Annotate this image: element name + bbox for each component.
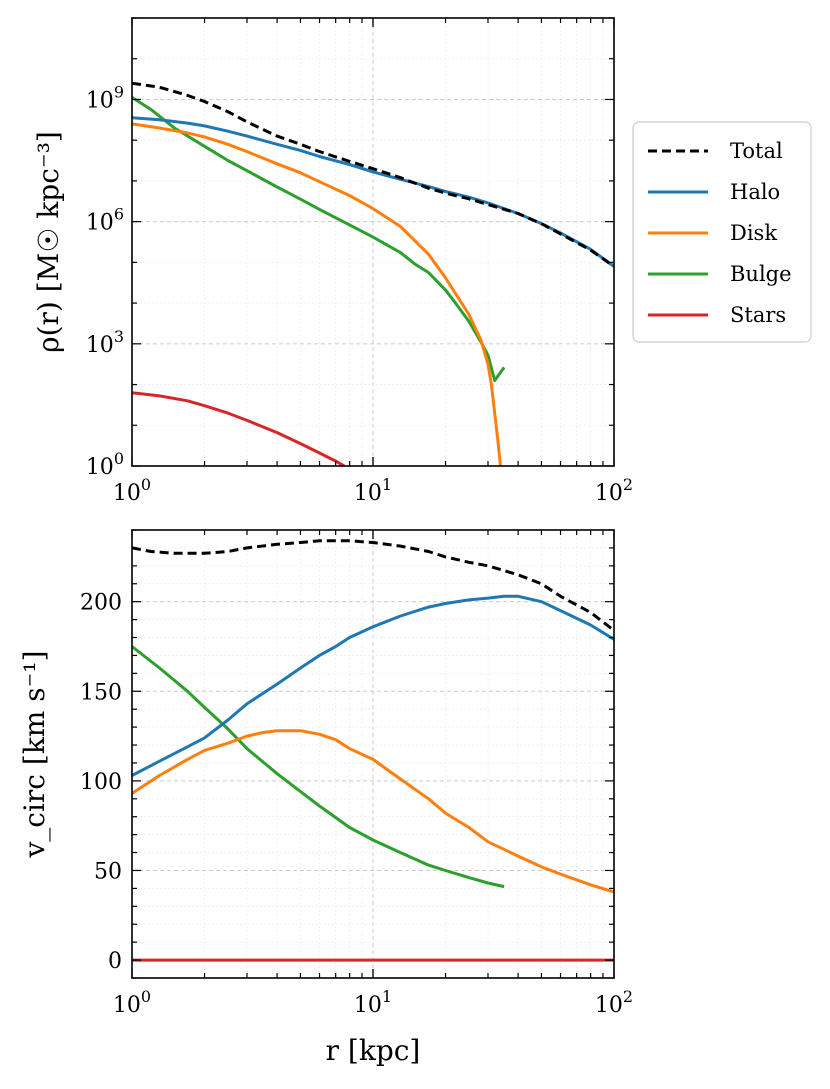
y-tick-label: 0: [108, 949, 122, 974]
y-tick-label: 100: [80, 770, 122, 795]
series-total-line: [132, 539, 614, 632]
x-tick-label: 101: [354, 987, 392, 1018]
legend-box: [632, 121, 812, 343]
density-series: [132, 81, 614, 466]
y-tick-label: 50: [94, 859, 122, 884]
y-tick-label: 150: [80, 680, 122, 705]
legend-label-total: Total: [730, 139, 783, 163]
x-tick-label: 102: [595, 987, 633, 1018]
velocity-x-axis-label: r [kpc]: [326, 1034, 421, 1067]
density-grid: [131, 17, 615, 467]
series-stars-line: [132, 391, 346, 466]
y-tick-label: 200: [80, 591, 122, 616]
velocity-panel: 100 101 102 0 50 100 150 200 v_circ [km s⁻¹] r…: [18, 529, 633, 1067]
density-y-tick-labels: 100 103 106 109: [86, 82, 124, 480]
series-disk-line: [132, 122, 502, 466]
x-tick-label: 101: [354, 475, 392, 506]
y-tick-label: 106: [86, 205, 124, 236]
x-tick-label: 102: [595, 475, 633, 506]
density-x-tick-labels: 100 101 102: [113, 475, 633, 506]
legend-label-bulge: Bulge: [730, 262, 792, 286]
x-tick-label: 100: [113, 475, 151, 506]
x-tick-label: 100: [113, 987, 151, 1018]
density-axes-frame: [131, 17, 615, 467]
velocity-y-tick-labels: 0 50 100 150 200: [80, 591, 122, 974]
legend: Total Halo Disk Bulge Stars: [632, 121, 812, 343]
legend-label-halo: Halo: [730, 180, 780, 204]
velocity-y-axis-label: v_circ [km s⁻¹]: [18, 650, 51, 858]
velocity-grid: [131, 529, 615, 979]
velocity-axes-frame: [131, 529, 615, 979]
velocity-x-tick-labels: 100 101 102: [113, 987, 633, 1018]
density-panel: 100 101 102 100 103 106 109 ρ(r) [M☉ kpc⁻³]: [32, 17, 633, 506]
y-tick-label: 103: [86, 327, 124, 358]
velocity-series: [132, 539, 614, 962]
series-bulge-line: [132, 645, 505, 889]
y-tick-label: 100: [86, 449, 124, 480]
legend-label-stars: Stars: [730, 303, 786, 327]
legend-label-disk: Disk: [730, 221, 777, 245]
series-total-line: [132, 81, 614, 268]
y-tick-label: 109: [86, 82, 124, 113]
series-bulge-line: [132, 96, 506, 382]
series-halo-line: [132, 594, 614, 777]
series-disk-line: [132, 729, 614, 894]
density-y-axis-label: ρ(r) [M☉ kpc⁻³]: [32, 131, 65, 353]
